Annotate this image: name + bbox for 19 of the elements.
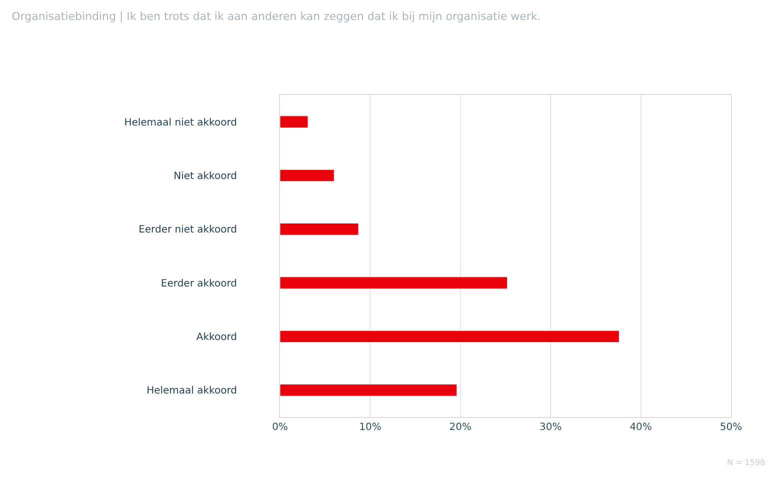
y-tick-label: Niet akkoord [174,171,237,182]
y-tick-label: Akkoord [196,332,237,343]
bar [280,384,458,396]
x-tick-label: 30% [539,422,562,433]
bar [280,330,620,343]
bar [280,169,334,182]
x-tick-label: 20% [449,422,472,433]
y-tick-label: Helemaal niet akkoord [124,117,237,128]
y-tick-label: Eerder niet akkoord [138,224,237,236]
x-tick-label: 40% [630,422,652,433]
bar [280,276,508,289]
y-tick-label: Helemaal akkoord [146,386,237,397]
x-tick-label: 10% [359,422,382,433]
bar [280,223,359,236]
bar [280,116,308,128]
chart-title: Organisatiebinding | Ik ben trots dat ik aan anderen kan zeggen dat ik bij mijn organisatie werk. [12,10,541,23]
y-tick-label: Eerder akkoord [160,278,237,290]
x-tick-label: 50% [720,422,742,433]
x-tick-label: 0% [272,422,288,433]
